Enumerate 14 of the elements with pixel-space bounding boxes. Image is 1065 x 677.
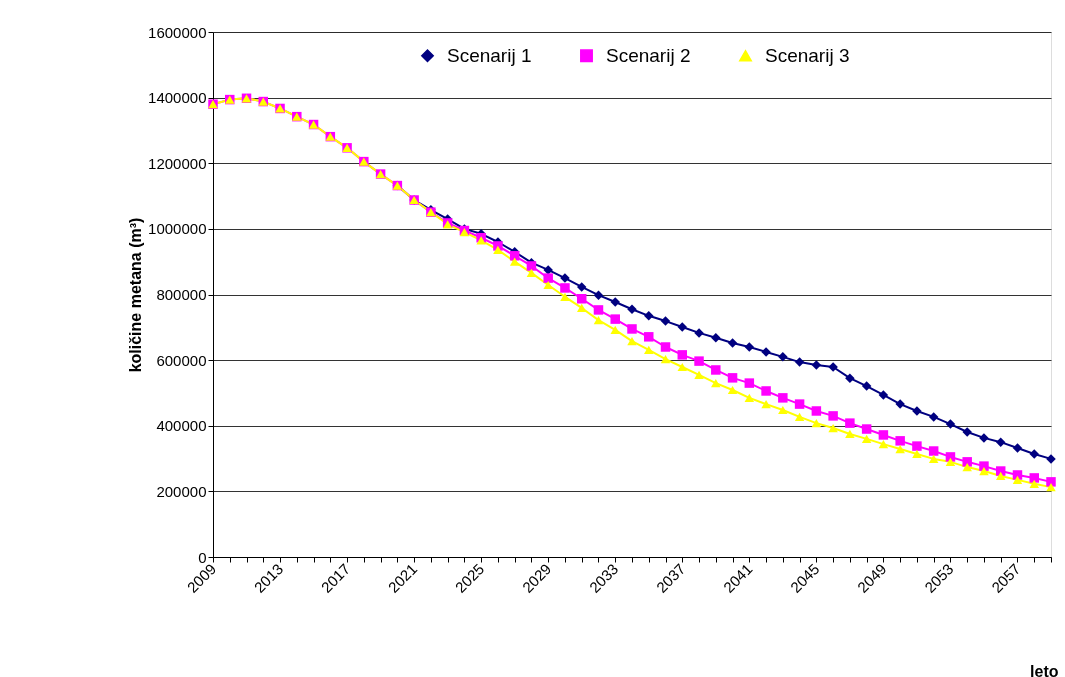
y-tick-label: 1200000 bbox=[148, 154, 207, 172]
y-axis-title: količine metana (m³) bbox=[127, 217, 145, 373]
y-tick-label: 200000 bbox=[156, 482, 207, 500]
y-tick-label: 1600000 bbox=[148, 23, 207, 41]
y-tick-label: 600000 bbox=[156, 351, 207, 369]
y-tick-label: 800000 bbox=[156, 286, 207, 303]
y-tick-label: 400000 bbox=[156, 417, 207, 435]
x-axis-title: leto bbox=[1030, 662, 1059, 677]
legend-label: Scenarij 2 bbox=[606, 44, 691, 66]
legend-label: Scenarij 3 bbox=[765, 44, 850, 66]
y-tick-label: 0 bbox=[198, 548, 207, 566]
legend-label: Scenarij 1 bbox=[447, 44, 532, 66]
y-tick-label: 1000000 bbox=[148, 220, 207, 238]
y-tick-label: 1400000 bbox=[148, 89, 207, 107]
